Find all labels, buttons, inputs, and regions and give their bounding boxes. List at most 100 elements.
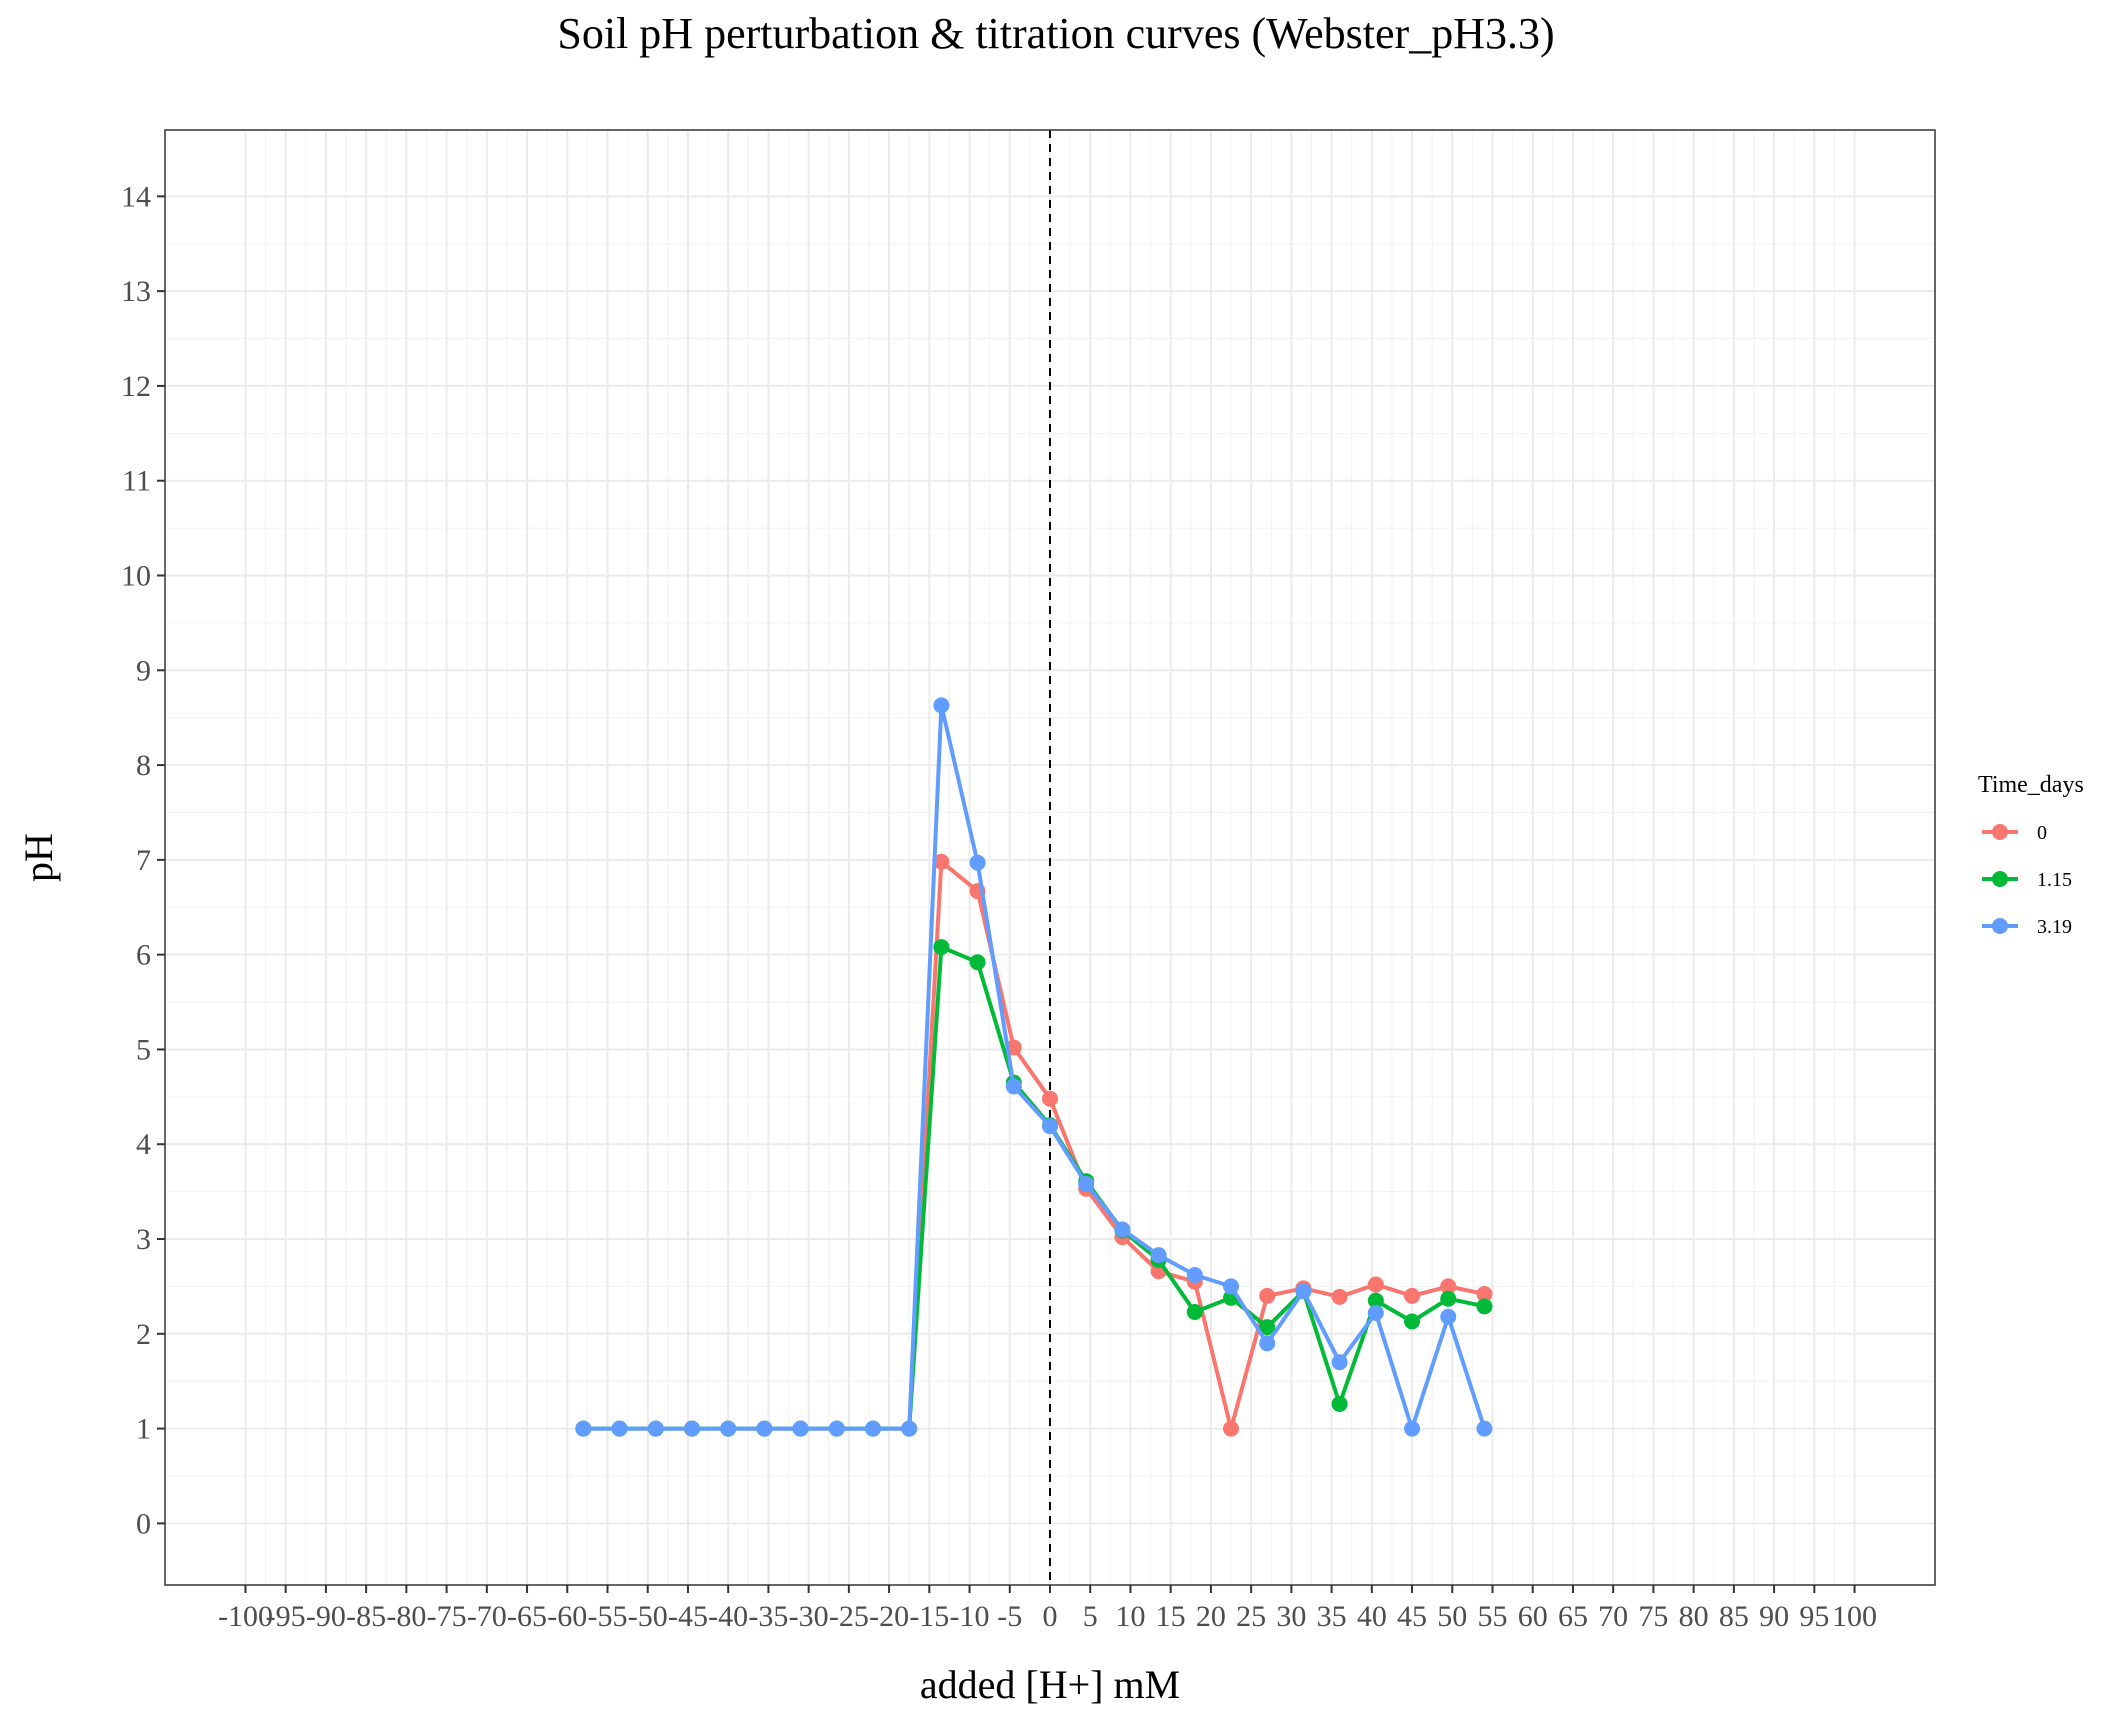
- data-point: [1114, 1221, 1131, 1238]
- data-point: [1440, 1290, 1457, 1307]
- x-tick-label: -80: [386, 1600, 426, 1633]
- data-point: [828, 1420, 845, 1437]
- series-line: [583, 945, 1485, 1431]
- legend-label: 0: [2037, 822, 2047, 844]
- x-tick-label: -50: [628, 1600, 668, 1633]
- x-tick-label: 15: [1156, 1600, 1186, 1633]
- data-point: [1150, 1247, 1167, 1264]
- data-point: [1295, 1283, 1312, 1300]
- data-point: [792, 1420, 809, 1437]
- y-tick-label: 7: [136, 844, 151, 877]
- data-point: [1005, 1078, 1022, 1095]
- x-tick-label: 70: [1598, 1600, 1628, 1633]
- x-tick-label: 85: [1719, 1600, 1749, 1633]
- data-point: [1331, 1288, 1348, 1305]
- data-point: [865, 1420, 881, 1437]
- x-tick-label: 65: [1558, 1600, 1588, 1633]
- data-point: [1186, 1304, 1203, 1321]
- x-tick-label: 100: [1832, 1600, 1877, 1633]
- data-point: [901, 1420, 918, 1437]
- x-axis: -100-95 -90 -85 -80 -75 -70 -65 -60 -55 -50 -45 -40…: [218, 1585, 1877, 1633]
- x-tick-label: 80: [1679, 1600, 1709, 1633]
- data-point: [1404, 1287, 1421, 1304]
- legend-label: 1.15: [2037, 869, 2072, 891]
- y-tick-label: 10: [121, 560, 151, 593]
- legend-key-point: [1992, 871, 2008, 887]
- x-tick-label: 95: [1799, 1600, 1829, 1633]
- data-point: [1367, 1292, 1384, 1309]
- x-tick-label: 60: [1518, 1600, 1548, 1633]
- series-1.15: [575, 939, 1493, 1437]
- x-tick-label: 75: [1638, 1600, 1668, 1633]
- x-tick-label: 35: [1317, 1600, 1347, 1633]
- x-tick-label: -45: [668, 1600, 708, 1633]
- data-point: [1078, 1176, 1095, 1193]
- data-point: [1440, 1308, 1457, 1325]
- chart-title: Soil pH perturbation & titration curves …: [557, 9, 1554, 58]
- series-layer: [575, 697, 1493, 1437]
- x-tick-label: 50: [1437, 1600, 1467, 1633]
- x-tick-label: -95: [266, 1600, 306, 1633]
- y-tick-label: 8: [136, 749, 151, 782]
- data-point: [1331, 1354, 1348, 1371]
- x-tick-label: 25: [1236, 1600, 1266, 1633]
- y-tick-label: 3: [136, 1223, 151, 1256]
- data-point: [1367, 1276, 1384, 1293]
- x-tick-label: -40: [708, 1600, 748, 1633]
- legend: Time_days 0 1.15 3.19: [1978, 772, 2084, 938]
- data-point: [1404, 1420, 1421, 1437]
- data-point: [933, 853, 950, 870]
- legend-label: 3.19: [2037, 916, 2072, 938]
- y-tick-label: 1: [136, 1413, 151, 1446]
- data-point: [1223, 1420, 1240, 1437]
- data-point: [1259, 1335, 1276, 1352]
- data-point: [1476, 1420, 1493, 1437]
- y-tick-label: 9: [136, 654, 151, 687]
- data-point: [1186, 1267, 1203, 1284]
- y-tick-label: 12: [121, 370, 151, 403]
- y-axis-title: pH: [16, 833, 61, 882]
- x-tick-label: -60: [547, 1600, 587, 1633]
- x-axis-title: added [H+] mM: [920, 1662, 1180, 1707]
- data-point: [933, 939, 950, 956]
- series-3.19: [575, 697, 1493, 1437]
- y-tick-label: 11: [122, 465, 151, 498]
- x-tick-label: -75: [427, 1600, 467, 1633]
- x-tick-label: -85: [346, 1600, 386, 1633]
- data-point: [647, 1420, 664, 1437]
- y-tick-label: 14: [121, 180, 151, 213]
- data-point: [1440, 1278, 1457, 1295]
- x-tick-label: 30: [1276, 1600, 1306, 1633]
- y-tick-label: 2: [136, 1318, 151, 1351]
- x-tick-label: -20: [869, 1600, 909, 1633]
- x-tick-label: -25: [829, 1600, 869, 1633]
- x-tick-label: 10: [1115, 1600, 1145, 1633]
- data-point: [969, 854, 986, 871]
- data-point: [1259, 1319, 1276, 1336]
- x-tick-label: -90: [306, 1600, 346, 1633]
- x-tick-label: 90: [1759, 1600, 1789, 1633]
- x-tick-label: 0: [1043, 1600, 1058, 1633]
- data-point: [611, 1420, 628, 1437]
- x-tick-label: 45: [1397, 1600, 1427, 1633]
- data-point: [1404, 1313, 1421, 1330]
- grid: [165, 130, 1935, 1585]
- x-tick-label: -35: [748, 1600, 788, 1633]
- data-point: [1223, 1278, 1240, 1295]
- x-tick-label: 40: [1357, 1600, 1387, 1633]
- x-tick-label: -10: [950, 1600, 990, 1633]
- x-tick-label: -70: [467, 1600, 507, 1633]
- legend-key-point: [1992, 918, 2008, 934]
- x-tick-label: -100: [218, 1600, 273, 1633]
- data-point: [720, 1420, 737, 1437]
- legend-key-point: [1992, 824, 2008, 840]
- x-tick-label: -5: [997, 1600, 1022, 1633]
- series-line: [583, 703, 1487, 1431]
- data-point: [969, 954, 986, 971]
- x-tick-label: -30: [789, 1600, 829, 1633]
- data-point: [1259, 1287, 1276, 1304]
- data-point: [1331, 1395, 1348, 1412]
- y-tick-label: 13: [121, 275, 151, 308]
- x-tick-label: -65: [507, 1600, 547, 1633]
